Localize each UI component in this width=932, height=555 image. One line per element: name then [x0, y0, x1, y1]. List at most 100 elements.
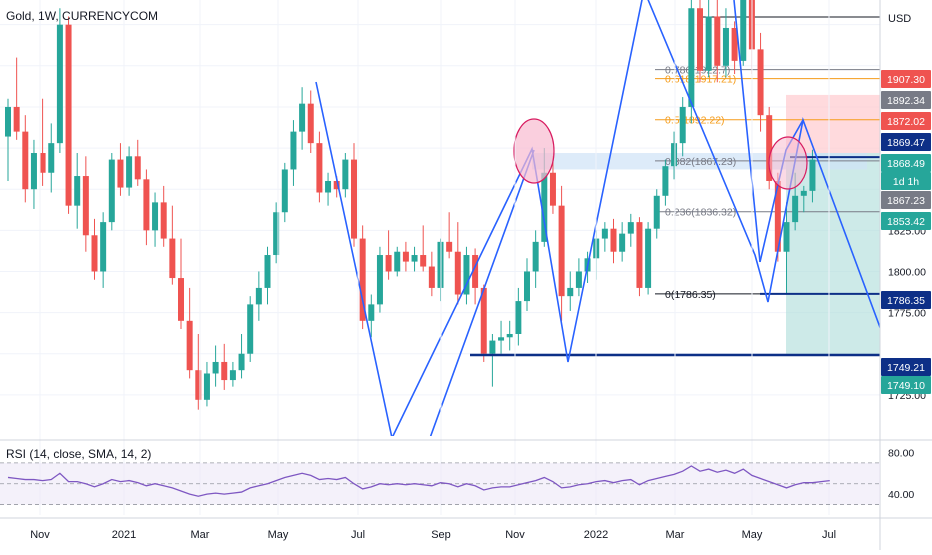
- candle-body: [56, 24, 63, 144]
- candle-body: [766, 115, 773, 181]
- main-pane: 0.786(1922.7)0.618(1917.21)0.5(1892.22)0…: [0, 0, 880, 436]
- price-tag: [881, 154, 931, 172]
- candle-body: [463, 255, 470, 295]
- candle-body: [39, 153, 46, 173]
- candle-body: [134, 156, 141, 180]
- candle-body: [792, 195, 799, 223]
- fib-level-label: 0.5(1892.22): [665, 115, 725, 127]
- candle-body: [714, 16, 721, 66]
- time-tick-label: Sep: [431, 529, 451, 541]
- price-tag: [881, 376, 931, 394]
- pattern-leg: [429, 149, 535, 436]
- time-tick-label: Jul: [822, 529, 836, 541]
- candle-body: [30, 153, 37, 190]
- price-tick-label: 1775.00: [888, 308, 926, 320]
- candle-body: [420, 255, 427, 267]
- time-tick-label: 2021: [112, 529, 136, 541]
- candle-body: [515, 301, 522, 334]
- candle-body: [178, 278, 184, 321]
- fib-level-label: 0.236(1836.32): [665, 207, 736, 219]
- candle-body: [212, 361, 219, 374]
- price-tick-label: 1800.00: [888, 266, 926, 278]
- rsi-line: [7, 465, 830, 497]
- candle-body: [472, 255, 479, 288]
- candle-body: [126, 156, 133, 188]
- candle-body: [671, 143, 678, 167]
- candle-body: [653, 195, 660, 229]
- candle-body: [783, 222, 790, 252]
- candle-body: [376, 255, 383, 305]
- candle-body: [255, 287, 262, 305]
- candle-body: [22, 131, 29, 190]
- candle-body: [627, 222, 634, 234]
- price-tag: [881, 291, 931, 309]
- candle-body: [524, 271, 530, 302]
- highlight-circle-right: [768, 136, 808, 190]
- candle-body: [428, 266, 435, 288]
- candle-body: [645, 228, 652, 288]
- candle-body: [342, 159, 349, 190]
- price-tag-label: 1853.42: [887, 216, 925, 228]
- candle-body: [619, 233, 626, 252]
- pattern-leg-2: [733, 0, 761, 263]
- price-tag-label: 1786.35: [887, 295, 925, 307]
- candle-body: [446, 241, 453, 252]
- candle-body: [368, 304, 375, 321]
- price-tag: [881, 191, 931, 209]
- candle-body: [705, 16, 712, 71]
- candle-body: [498, 337, 505, 341]
- time-tick-label: Mar: [191, 529, 210, 541]
- candle-body: [65, 24, 72, 206]
- candle-body: [558, 205, 565, 297]
- candle-body: [601, 228, 608, 239]
- candle-body: [117, 159, 124, 188]
- candle-body: [541, 172, 548, 242]
- candle-body: [809, 159, 816, 191]
- price-tag-label: 1867.23: [887, 195, 925, 207]
- candle-body: [108, 159, 115, 223]
- candle-body: [48, 143, 55, 173]
- time-tick-label: Nov: [30, 529, 50, 541]
- price-tag-label: 1872.02: [887, 116, 925, 128]
- price-tag: [881, 91, 931, 109]
- candle-body: [281, 169, 288, 213]
- candle-body: [143, 179, 150, 231]
- rsi-tick-label: 80.00: [888, 447, 914, 459]
- candle-body: [325, 180, 332, 193]
- candle-body: [5, 106, 11, 137]
- candle-body: [679, 106, 686, 144]
- rsi-tick-label: 40.00: [888, 489, 914, 501]
- candle-body: [290, 131, 297, 170]
- candle-body: [774, 180, 781, 252]
- candle-body: [411, 255, 418, 262]
- candle-body: [316, 143, 323, 193]
- price-tag-label: 1868.49: [887, 158, 925, 170]
- candle-body: [731, 27, 738, 61]
- price-tag-label: 1d 1h: [893, 176, 919, 188]
- candle-body: [480, 287, 487, 354]
- price-tag-label: 1892.34: [887, 95, 925, 107]
- candle-body: [91, 235, 98, 272]
- price-tag: [881, 358, 931, 376]
- candle-body: [186, 320, 193, 371]
- price-tag-label: 1907.30: [887, 74, 925, 86]
- candle-body: [506, 333, 513, 338]
- candle-body: [610, 228, 617, 252]
- price-tag: [881, 70, 931, 88]
- price-tag: [881, 172, 931, 190]
- time-tick-label: May: [268, 529, 289, 541]
- candle-body: [152, 202, 159, 231]
- candle-body: [169, 238, 176, 279]
- candle-body: [238, 353, 245, 371]
- candle-body: [489, 340, 496, 354]
- fib-level-label: 0.382(1867.23): [665, 156, 736, 168]
- time-tick-label: Nov: [505, 529, 525, 541]
- candle-body: [203, 373, 210, 400]
- candle-body: [740, 0, 747, 61]
- price-tag: [881, 212, 931, 230]
- price-tag-label: 1749.21: [887, 362, 925, 374]
- candle-body: [567, 287, 574, 297]
- candle-body: [402, 251, 409, 262]
